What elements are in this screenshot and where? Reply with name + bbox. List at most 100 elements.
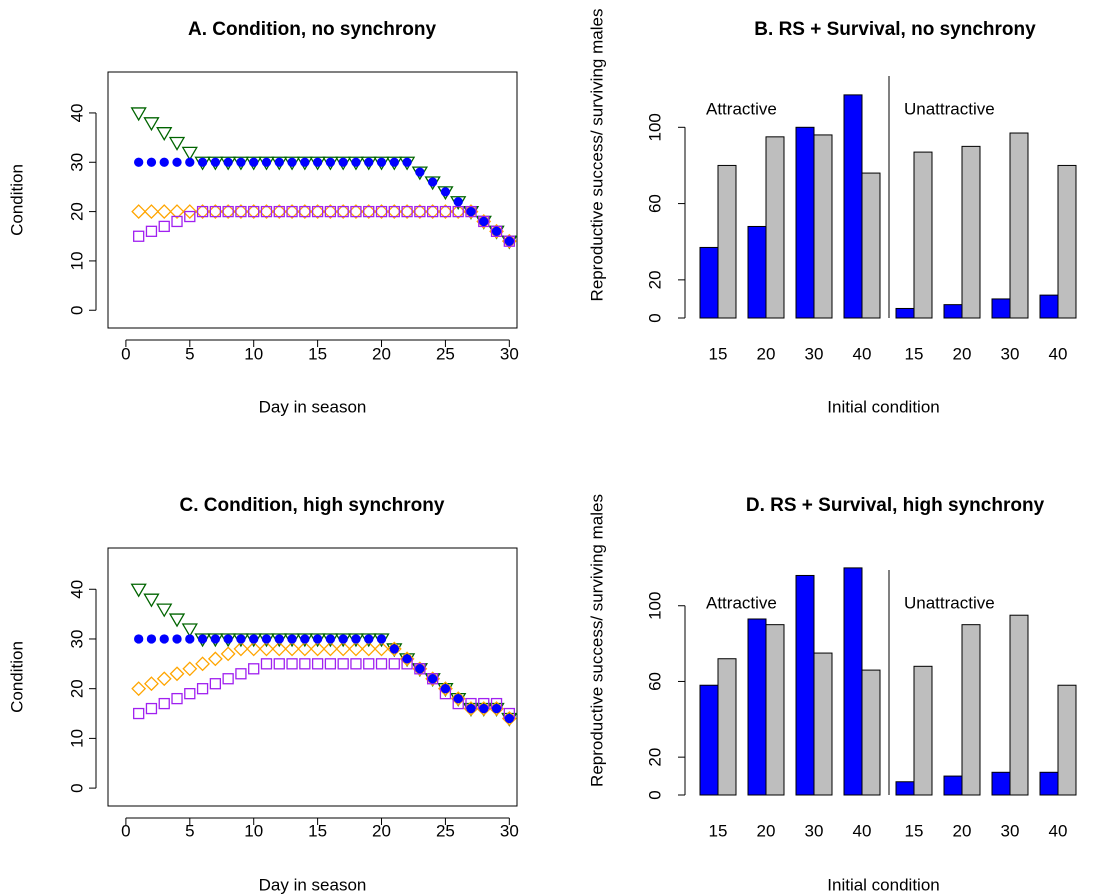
point xyxy=(376,634,387,644)
bar xyxy=(747,225,767,319)
point xyxy=(185,157,195,167)
point xyxy=(376,157,387,167)
x-tick-label: 25 xyxy=(436,344,455,363)
point xyxy=(399,651,415,667)
y-axis-label: Condition xyxy=(7,164,26,236)
point xyxy=(337,658,349,670)
point xyxy=(185,634,195,644)
point xyxy=(134,634,144,644)
point xyxy=(350,205,362,218)
y-tick-label: 0 xyxy=(645,313,664,322)
point xyxy=(299,205,311,218)
point xyxy=(415,167,425,177)
point xyxy=(158,220,170,233)
bar xyxy=(843,567,863,796)
y-tick-label: 30 xyxy=(67,630,86,649)
point xyxy=(184,210,196,223)
bar xyxy=(699,684,719,796)
point xyxy=(181,623,198,638)
point xyxy=(311,658,324,670)
point xyxy=(312,157,323,167)
point xyxy=(209,678,222,690)
point xyxy=(438,681,453,697)
point xyxy=(311,205,324,218)
y-tick-label: 0 xyxy=(645,790,664,799)
point xyxy=(463,701,479,716)
point xyxy=(338,157,348,167)
x-tick-label: 30 xyxy=(500,821,519,840)
bar xyxy=(1039,294,1059,319)
point xyxy=(131,681,147,697)
point xyxy=(235,205,247,218)
x-tick-label: 30 xyxy=(500,344,519,363)
point xyxy=(210,157,221,167)
point xyxy=(399,204,415,220)
point xyxy=(503,235,515,247)
point xyxy=(425,671,441,687)
point xyxy=(414,663,426,675)
x-tick-label: 40 xyxy=(1049,344,1068,363)
bar xyxy=(943,304,963,319)
point xyxy=(210,634,221,644)
point xyxy=(476,214,492,229)
point xyxy=(361,641,377,657)
point xyxy=(273,658,285,670)
point xyxy=(491,226,502,236)
point xyxy=(335,641,351,657)
point xyxy=(146,634,157,644)
point xyxy=(388,205,400,218)
x-axis-label: Initial condition xyxy=(827,875,939,894)
x-tick-label: 20 xyxy=(757,821,776,840)
point xyxy=(145,702,158,715)
point xyxy=(300,157,310,167)
point xyxy=(197,634,208,644)
point xyxy=(246,204,262,220)
point xyxy=(287,157,297,167)
point xyxy=(246,641,262,657)
point xyxy=(374,641,389,657)
point xyxy=(501,711,517,726)
point xyxy=(207,204,223,220)
point xyxy=(168,613,186,628)
x-tick-label: 15 xyxy=(905,821,924,840)
y-tick-label: 20 xyxy=(645,748,664,767)
point xyxy=(287,634,297,644)
x-tick-label: 5 xyxy=(185,344,194,363)
bar xyxy=(991,771,1011,796)
point xyxy=(402,157,412,167)
bar xyxy=(895,307,915,319)
point xyxy=(156,127,173,141)
y-tick-label: 0 xyxy=(67,306,86,315)
point xyxy=(363,658,375,670)
bar xyxy=(943,775,963,796)
point xyxy=(144,204,159,220)
bar xyxy=(747,618,767,796)
point xyxy=(438,204,453,220)
y-tick-label: 20 xyxy=(67,202,86,221)
x-tick-label: 30 xyxy=(805,821,824,840)
y-axis-label: Condition xyxy=(7,641,26,713)
point xyxy=(248,205,260,218)
point xyxy=(156,603,173,618)
chart-title: C. Condition, high synchrony xyxy=(180,495,445,516)
point xyxy=(440,684,451,694)
point xyxy=(158,697,170,710)
point xyxy=(463,204,479,220)
point xyxy=(223,634,233,644)
point xyxy=(389,157,399,167)
point xyxy=(325,634,336,644)
point xyxy=(427,177,438,187)
x-tick-label: 30 xyxy=(805,344,824,363)
point xyxy=(375,205,388,218)
x-tick-label: 40 xyxy=(853,821,872,840)
point xyxy=(479,703,489,714)
bar xyxy=(717,164,737,319)
point xyxy=(450,204,466,220)
point xyxy=(172,157,182,167)
point xyxy=(196,683,209,695)
point xyxy=(209,205,222,218)
point xyxy=(248,663,260,675)
plot-box xyxy=(107,71,518,329)
bar xyxy=(895,781,915,796)
